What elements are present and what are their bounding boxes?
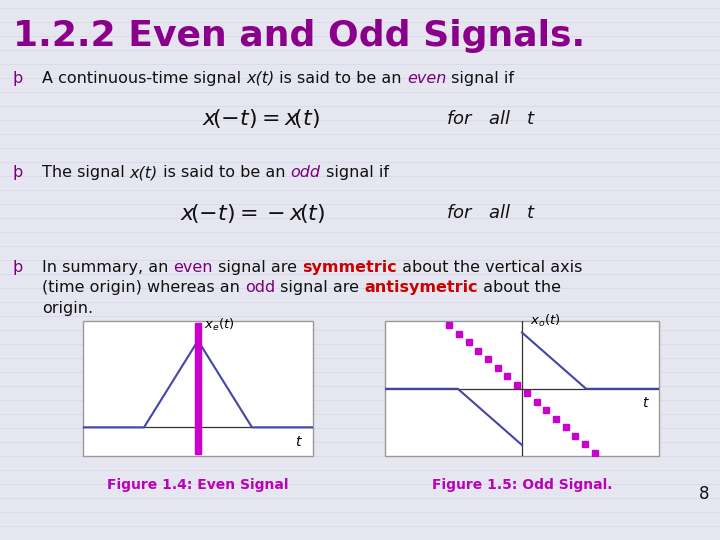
Text: A continuous-time signal: A continuous-time signal bbox=[42, 71, 246, 86]
Text: even: even bbox=[407, 71, 446, 86]
Text: $t$: $t$ bbox=[294, 435, 302, 449]
Text: even: even bbox=[174, 260, 213, 275]
Text: is said to be an: is said to be an bbox=[158, 165, 290, 180]
FancyBboxPatch shape bbox=[385, 321, 659, 456]
Text: signal if: signal if bbox=[446, 71, 514, 86]
Text: Figure 1.5: Odd Signal.: Figure 1.5: Odd Signal. bbox=[432, 478, 612, 492]
Text: þ: þ bbox=[13, 71, 23, 86]
Text: The signal: The signal bbox=[42, 165, 130, 180]
FancyBboxPatch shape bbox=[83, 321, 313, 456]
Text: signal are: signal are bbox=[213, 260, 302, 275]
Text: $t$: $t$ bbox=[642, 396, 650, 410]
Text: about the vertical axis: about the vertical axis bbox=[397, 260, 582, 275]
Text: x(t): x(t) bbox=[246, 71, 274, 86]
Text: odd: odd bbox=[290, 165, 320, 180]
Text: odd: odd bbox=[245, 280, 275, 295]
Text: about the: about the bbox=[478, 280, 561, 295]
Text: $x\!\left(-t\right)= x\!\left(t\right)$: $x\!\left(-t\right)= x\!\left(t\right)$ bbox=[202, 107, 320, 130]
Text: þ: þ bbox=[13, 260, 23, 275]
Text: antisymetric: antisymetric bbox=[364, 280, 478, 295]
Text: þ: þ bbox=[13, 165, 23, 180]
Text: In summary, an: In summary, an bbox=[42, 260, 174, 275]
Text: 8: 8 bbox=[698, 485, 709, 503]
Text: Figure 1.4: Even Signal: Figure 1.4: Even Signal bbox=[107, 478, 289, 492]
Text: symmetric: symmetric bbox=[302, 260, 397, 275]
Text: $\mathit{for} \quad \mathit{all} \quad t$: $\mathit{for} \quad \mathit{all} \quad t… bbox=[446, 204, 537, 222]
Text: x(t): x(t) bbox=[130, 165, 158, 180]
Text: signal if: signal if bbox=[320, 165, 389, 180]
Text: signal are: signal are bbox=[275, 280, 364, 295]
Text: is said to be an: is said to be an bbox=[274, 71, 407, 86]
Text: (time origin) whereas an: (time origin) whereas an bbox=[42, 280, 245, 295]
Text: $x\!\left(-t\right)= -x\!\left(t\right)$: $x\!\left(-t\right)= -x\!\left(t\right)$ bbox=[180, 202, 325, 225]
Text: origin.: origin. bbox=[42, 301, 93, 316]
Text: $x_o(t)$: $x_o(t)$ bbox=[530, 313, 560, 329]
Text: 1.2.2 Even and Odd Signals.: 1.2.2 Even and Odd Signals. bbox=[13, 19, 585, 53]
Text: $x_e(t)$: $x_e(t)$ bbox=[204, 318, 235, 333]
Text: $\mathit{for} \quad \mathit{all} \quad t$: $\mathit{for} \quad \mathit{all} \quad t… bbox=[446, 110, 537, 128]
